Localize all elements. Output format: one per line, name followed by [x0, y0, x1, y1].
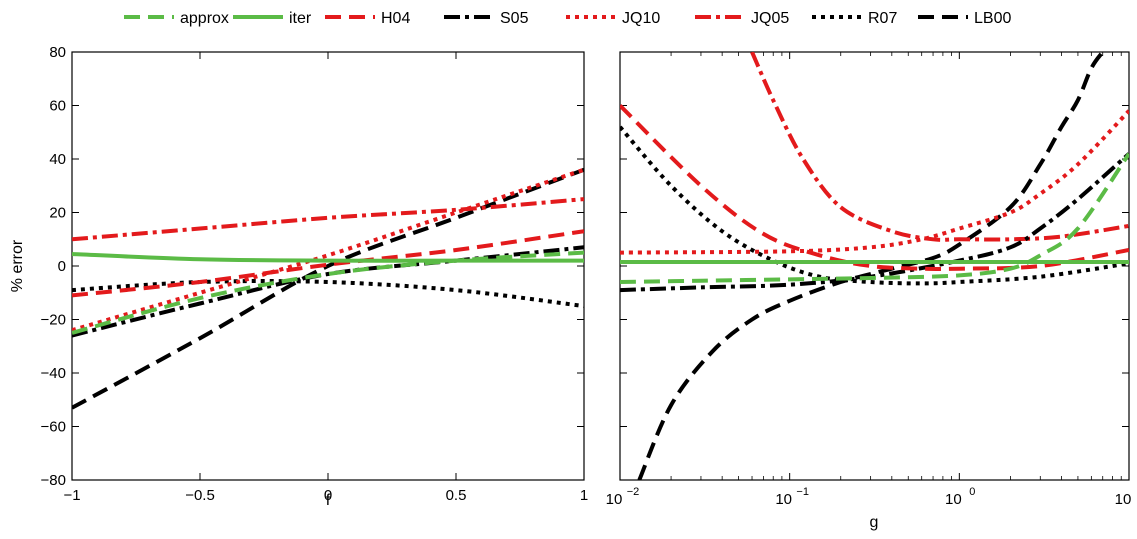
- left-x-axis-label: f: [326, 492, 331, 509]
- legend-label-jq10: JQ10: [622, 10, 660, 27]
- left-y-tick-label: −60: [41, 419, 66, 436]
- left-series-lb00: [72, 167, 584, 410]
- right-x-tick-label: 10: [775, 491, 792, 508]
- left-y-tick-label: −20: [41, 312, 66, 329]
- legend-label-h04: H04: [381, 10, 410, 27]
- right-series-lb00: [637, 52, 1105, 480]
- left-series-r07: [72, 279, 584, 309]
- left-x-tick-label: −0.5: [185, 487, 215, 504]
- left-y-tick-label: 0: [58, 258, 66, 275]
- left-y-tick-label: 60: [49, 98, 66, 115]
- legend: approx iter H04 S05 JQ10 JQ05 R07 LB00: [124, 10, 1011, 27]
- right-series-jq05: [750, 52, 1129, 242]
- right-series-jq10: [620, 109, 1129, 255]
- right-series-s05: [620, 152, 1129, 293]
- left-series-jq05: [72, 197, 584, 242]
- left-panel: −80 −60 −40 −20 0 20 40 60 80 −1 −0.5 0 0.5 1 f % err…: [9, 44, 588, 509]
- right-series-r07: [620, 125, 1129, 286]
- left-series-jq10: [72, 167, 584, 333]
- right-series-approx: [620, 152, 1129, 284]
- right-x-tick-label: 10: [945, 491, 962, 508]
- legend-label-r07: R07: [868, 10, 897, 27]
- legend-label-jq05: JQ05: [751, 10, 789, 27]
- legend-label-iter: iter: [289, 10, 312, 27]
- left-y-tick-label: 80: [49, 44, 66, 61]
- right-x-tick-label-exponent: 0: [969, 486, 975, 498]
- left-y-tick-label: −80: [41, 472, 66, 489]
- left-y-tick-label: 20: [49, 205, 66, 222]
- left-series-h04: [72, 229, 584, 298]
- right-x-tick-label-exponent: −2: [627, 486, 640, 498]
- left-series-iter: [72, 252, 584, 263]
- right-x-tick-label-exponent: −1: [796, 486, 809, 498]
- right-x-axis-label: g: [870, 514, 879, 531]
- right-series-h04: [620, 104, 1129, 271]
- legend-label-s05: S05: [500, 10, 529, 27]
- legend-label-approx: approx: [180, 10, 229, 27]
- left-series-approx: [72, 250, 584, 335]
- left-x-tick-label: −1: [63, 487, 80, 504]
- left-x-tick-label: 0.5: [446, 487, 467, 504]
- left-x-tick-label: 0: [324, 487, 332, 504]
- right-panel: 10−210−1100101 g: [606, 51, 1132, 531]
- left-y-tick-label: −40: [41, 365, 66, 382]
- left-y-axis-label: % error: [9, 239, 26, 292]
- left-y-tick-label: 40: [49, 151, 66, 168]
- left-x-tick-label: 1: [580, 487, 588, 504]
- right-x-tick-label: 10: [1115, 491, 1132, 508]
- right-x-tick-label: 10: [606, 491, 623, 508]
- legend-label-lb00: LB00: [974, 10, 1011, 27]
